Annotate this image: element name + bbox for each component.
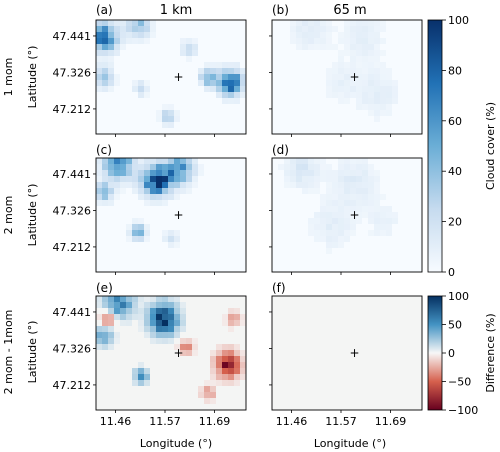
panel-a-frame [95, 19, 247, 135]
row-label-2mom: 2 mom [2, 196, 15, 235]
xtick-label: 11.57 [149, 415, 181, 428]
panel-f-station-marker: + [349, 346, 359, 360]
colorbar-tick-label: 60 [448, 115, 462, 128]
ytick-label: 47.326 [53, 342, 92, 355]
colorbar-cloud-label: Cloud cover (%) [484, 102, 497, 190]
row-label-diff: 2 mom - 1mom [2, 310, 15, 395]
ytick-label: 47.441 [53, 168, 92, 181]
ylabel-row3: Latitude (°) [26, 321, 39, 384]
panel-c-frame [95, 157, 247, 273]
panel-d-field [278, 158, 398, 254]
panel-d-station-marker: + [349, 208, 359, 222]
colorbar-diff: −100 −50 0 50 100 Difference (%) [427, 290, 497, 417]
xtick-label: 11.46 [100, 415, 132, 428]
panel-e: +47.441 47.326 47.212 11.46 11.57 11.69 [53, 295, 247, 428]
colorbar-tick-label: 100 [448, 14, 469, 27]
ytick-label: 47.212 [53, 241, 92, 254]
panel-e-station-marker: + [173, 346, 183, 360]
colorbar-tick-label: 40 [448, 165, 462, 178]
panel-b-field [290, 20, 398, 122]
column-title-65m: 65 m [333, 3, 366, 18]
panel-d: + [269, 157, 423, 275]
panel-e-frame [95, 295, 247, 411]
panel-e-field [96, 296, 246, 404]
xtick-label: 11.57 [325, 415, 357, 428]
panel-a-station-marker: + [173, 70, 183, 84]
xlabel-right: Longitude (°) [314, 437, 386, 450]
colorbar-cloud: 0 20 40 60 80 100 Cloud cover (%) [427, 14, 497, 279]
xtick-label: 11.46 [276, 415, 308, 428]
ylabel-row1: Latitude (°) [26, 46, 39, 109]
colorbar-tick-label: −50 [448, 376, 471, 389]
colorbar-tick-label: 100 [448, 290, 469, 303]
xtick-label: 11.69 [199, 415, 231, 428]
ytick-label: 47.441 [53, 30, 92, 43]
panel-label-f: (f) [272, 281, 286, 295]
colorbar-tick-label: 20 [448, 216, 462, 229]
panel-label-d: (d) [272, 143, 289, 157]
colorbar-tick-label: 50 [448, 319, 462, 332]
panel-label-c: (c) [96, 143, 112, 157]
panel-c-station-marker: + [173, 208, 183, 222]
ytick-label: 47.212 [53, 379, 92, 392]
panel-a: +47.441 47.326 47.212 [53, 19, 247, 137]
row-label-1mom: 1 mom [2, 58, 15, 97]
panel-f-background [272, 296, 422, 410]
ytick-label: 47.326 [53, 204, 92, 217]
panel-label-e: (e) [96, 281, 113, 295]
panel-label-b: (b) [272, 3, 289, 17]
panel-d-frame [271, 157, 423, 273]
panel-b: + [269, 19, 423, 137]
panel-f: +11.46 11.57 11.69 [269, 295, 423, 428]
colorbar-cloud-gradient [427, 19, 443, 273]
panel-c-field [96, 158, 204, 248]
panel-c: +47.441 47.326 47.212 [53, 157, 247, 275]
colorbar-diff-gradient [427, 295, 443, 411]
xtick-label: 11.69 [375, 415, 407, 428]
panel-b-frame [271, 19, 423, 135]
ylabel-row2: Latitude (°) [26, 184, 39, 247]
panel-f-frame [271, 295, 423, 411]
colorbar-tick-label: 0 [448, 266, 455, 279]
ytick-label: 47.212 [53, 103, 92, 116]
panel-label-a: (a) [96, 3, 113, 17]
colorbar-tick-label: 0 [448, 347, 455, 360]
panel-b-station-marker: + [349, 70, 359, 84]
ytick-label: 47.326 [53, 66, 92, 79]
column-title-1km: 1 km [160, 3, 193, 18]
panel-a-field [96, 20, 246, 128]
colorbar-tick-label: 80 [448, 64, 462, 77]
colorbar-diff-label: Difference (%) [484, 313, 497, 392]
ytick-label: 47.441 [53, 306, 92, 319]
xlabel-left: Longitude (°) [140, 437, 212, 450]
colorbar-tick-label: −100 [448, 404, 478, 417]
